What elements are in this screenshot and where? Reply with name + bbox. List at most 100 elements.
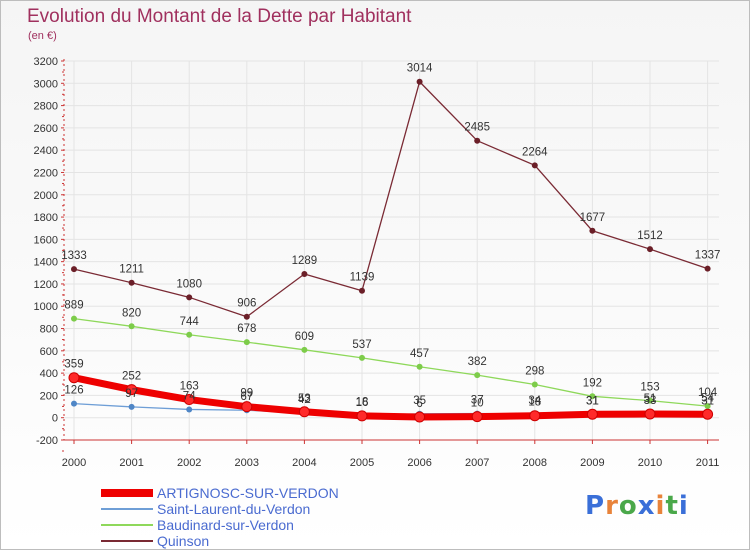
data-label-saint-laurent-du-verdon: 126 bbox=[64, 385, 83, 397]
data-label-quinson: 1289 bbox=[292, 255, 318, 267]
data-label-saint-laurent-du-verdon: 67 bbox=[240, 391, 253, 403]
data-point-quinson bbox=[359, 287, 365, 294]
logo-letter: P bbox=[585, 491, 606, 521]
data-label-baudinard-sur-verdon: 382 bbox=[468, 356, 487, 368]
data-label-quinson: 1333 bbox=[61, 250, 87, 262]
y-tick-label: 3200 bbox=[34, 56, 58, 68]
y-tick-label: 3000 bbox=[34, 78, 58, 90]
data-label-quinson: 3014 bbox=[407, 63, 433, 75]
data-label-saint-laurent-du-verdon: 51 bbox=[644, 393, 657, 405]
logo-letter: r bbox=[605, 491, 619, 521]
legend-label-saint-laurent: Saint-Laurent-du-Verdon bbox=[157, 501, 311, 517]
data-point-baudinard-sur-verdon bbox=[474, 372, 481, 379]
data-point-artignosc-sur-verdon bbox=[529, 410, 541, 422]
data-label-baudinard-sur-verdon: 192 bbox=[583, 377, 602, 389]
data-point-baudinard-sur-verdon bbox=[128, 323, 135, 330]
data-point-quinson bbox=[531, 162, 538, 169]
x-tick-label: 2002 bbox=[177, 457, 201, 469]
data-point-baudinard-sur-verdon bbox=[243, 339, 250, 346]
data-label-artignosc-sur-verdon: 6 bbox=[416, 398, 422, 410]
data-point-saint-laurent-du-verdon bbox=[128, 403, 135, 410]
data-label-saint-laurent-du-verdon: 97 bbox=[125, 388, 138, 400]
data-label-quinson: 1677 bbox=[580, 212, 606, 224]
data-point-artignosc-sur-verdon bbox=[183, 394, 195, 406]
data-point-artignosc-sur-verdon bbox=[126, 384, 138, 396]
chart-subtitle: (en €) bbox=[28, 30, 57, 42]
data-label-quinson: 1139 bbox=[350, 272, 375, 284]
data-label-baudinard-sur-verdon: 457 bbox=[410, 348, 429, 360]
data-label-artignosc-sur-verdon: 99 bbox=[240, 388, 253, 400]
y-tick-label: 1800 bbox=[34, 212, 58, 224]
y-tick-label: -200 bbox=[36, 435, 58, 447]
data-label-saint-laurent-du-verdon: 37 bbox=[471, 395, 484, 407]
data-label-quinson: 1080 bbox=[176, 278, 202, 290]
legend-swatch-baudinard bbox=[101, 524, 153, 526]
data-label-baudinard-sur-verdon: 104 bbox=[698, 387, 718, 399]
data-point-quinson bbox=[71, 266, 77, 273]
y-tick-label: 0 bbox=[52, 413, 58, 425]
data-label-quinson: 1337 bbox=[695, 250, 721, 262]
data-point-baudinard-sur-verdon bbox=[359, 354, 365, 361]
x-tick-label: 2005 bbox=[350, 457, 374, 469]
data-point-baudinard-sur-verdon bbox=[301, 346, 308, 353]
data-point-baudinard-sur-verdon bbox=[186, 331, 193, 338]
y-tick-label: 2000 bbox=[34, 190, 58, 202]
data-label-artignosc-sur-verdon: 252 bbox=[122, 371, 141, 383]
data-label-baudinard-sur-verdon: 678 bbox=[237, 323, 256, 335]
grid-layer bbox=[64, 60, 719, 441]
data-point-baudinard-sur-verdon bbox=[647, 397, 653, 404]
legend-swatch-artignosc bbox=[101, 489, 153, 497]
y-tick-label: 1600 bbox=[34, 234, 58, 246]
y-tick-label: 2600 bbox=[34, 123, 58, 135]
data-label-baudinard-sur-verdon: 537 bbox=[352, 339, 371, 351]
data-label-quinson: 1211 bbox=[119, 264, 144, 276]
x-tick-label: 2003 bbox=[235, 457, 259, 469]
y-tick-label: 600 bbox=[40, 346, 58, 358]
x-tick-label: 2009 bbox=[580, 457, 604, 469]
data-point-artignosc-sur-verdon bbox=[414, 411, 426, 423]
data-point-quinson bbox=[301, 271, 308, 278]
data-point-quinson bbox=[704, 265, 711, 272]
data-label-baudinard-sur-verdon: 609 bbox=[295, 331, 314, 343]
data-label-baudinard-sur-verdon: 153 bbox=[640, 382, 659, 394]
data-point-artignosc-sur-verdon bbox=[241, 401, 253, 413]
legend-label-quinson: Quinson bbox=[157, 533, 210, 549]
x-tick-label: 2006 bbox=[407, 457, 431, 469]
logo-letter: t bbox=[665, 491, 679, 521]
y-tick-label: 1400 bbox=[34, 257, 58, 269]
y-tick-label: 1000 bbox=[34, 301, 58, 313]
data-label-saint-laurent-du-verdon: 31 bbox=[586, 395, 599, 407]
chart-title: Evolution du Montant de la Dette par Hab… bbox=[27, 6, 412, 27]
data-label-quinson: 2264 bbox=[522, 146, 548, 158]
data-point-artignosc-sur-verdon bbox=[644, 408, 656, 420]
data-point-quinson bbox=[589, 227, 596, 234]
x-tick-label: 2008 bbox=[523, 457, 547, 469]
y-tick-label: 800 bbox=[40, 324, 58, 336]
data-point-quinson bbox=[243, 313, 250, 320]
data-point-quinson bbox=[647, 246, 653, 253]
data-point-artignosc-sur-verdon bbox=[356, 410, 368, 422]
data-label-artignosc-sur-verdon: 163 bbox=[180, 381, 199, 393]
data-label-baudinard-sur-verdon: 889 bbox=[64, 300, 83, 312]
data-point-saint-laurent-du-verdon bbox=[186, 406, 193, 413]
data-label-saint-laurent-du-verdon: 18 bbox=[356, 397, 369, 409]
legend-label-baudinard: Baudinard-sur-Verdon bbox=[157, 517, 294, 533]
x-tick-label: 2011 bbox=[696, 457, 720, 469]
legend-label-artignosc: ARTIGNOSC-SUR-VERDON bbox=[157, 485, 339, 501]
x-tick-label: 2000 bbox=[62, 457, 86, 469]
data-label-artignosc-sur-verdon: 10 bbox=[471, 398, 484, 410]
logo-letter: x bbox=[637, 491, 656, 521]
x-tick-label: 2001 bbox=[119, 457, 143, 469]
series-line-quinson bbox=[73, 81, 709, 318]
data-point-baudinard-sur-verdon bbox=[704, 403, 711, 410]
data-point-artignosc-sur-verdon bbox=[586, 408, 598, 420]
legend-swatch-saint-laurent bbox=[101, 508, 153, 510]
logo-letter: o bbox=[618, 491, 638, 521]
x-tick-label: 2004 bbox=[292, 457, 316, 469]
data-point-baudinard-sur-verdon bbox=[531, 381, 538, 388]
data-label-artignosc-sur-verdon: 16 bbox=[356, 397, 369, 409]
axis-layer: -200 0 200 400 600 800 1000 1200 1400 1600 1800 200… bbox=[34, 56, 720, 469]
data-label-artignosc-sur-verdon: 31 bbox=[586, 395, 599, 407]
